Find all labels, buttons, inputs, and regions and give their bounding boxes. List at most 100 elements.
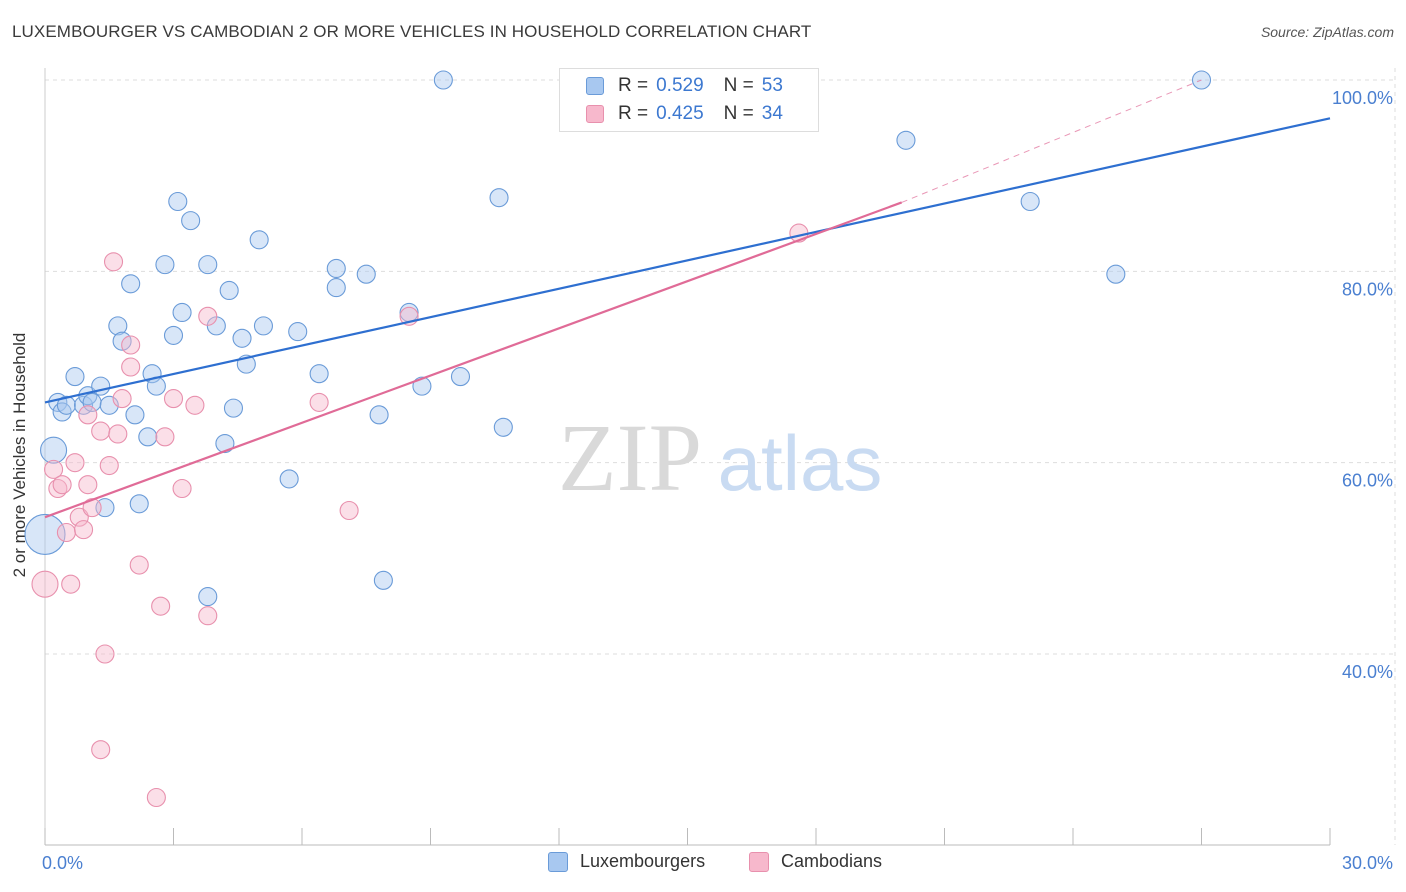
- legend-row-luxembourgers: R = 0.529 N = 53: [586, 73, 783, 99]
- luxembourger-point: [356, 264, 376, 284]
- cambodian-point: [163, 389, 184, 409]
- luxembourger-point: [249, 230, 269, 250]
- cambodian-point: [198, 606, 218, 626]
- cambodian-point: [56, 522, 76, 543]
- luxembourger-point: [219, 280, 239, 301]
- cambodian-point: [309, 392, 329, 412]
- cambodian-point: [82, 498, 102, 518]
- y-tick-label: 60.0%: [1342, 471, 1393, 491]
- cambodian-point: [78, 405, 98, 425]
- correlation-legend: R = 0.529 N = 53 R = 0.425 N = 34: [559, 68, 819, 132]
- cambodian-point: [339, 500, 359, 521]
- luxembourger-trend-line: [44, 117, 1331, 404]
- legend-r-value: 0.425: [656, 103, 704, 124]
- luxembourger-point: [215, 433, 235, 454]
- y-tick-label: 80.0%: [1342, 279, 1393, 299]
- luxembourger-point: [450, 367, 471, 387]
- series-label-luxembourgers: Luxembourgers: [580, 851, 706, 871]
- source-credit: Source: ZipAtlas.com: [1260, 24, 1394, 40]
- luxembourger-point: [181, 211, 201, 231]
- luxembourger-point: [373, 570, 393, 590]
- luxembourger-point: [232, 328, 252, 348]
- luxembourger-point: [129, 494, 149, 514]
- cambodian-trend-extension: [901, 79, 1202, 203]
- legend-n-value: 53: [761, 75, 783, 96]
- cambodian-point: [61, 574, 81, 594]
- cambodian-point: [121, 335, 141, 355]
- legend-swatch-luxembourgers: [586, 77, 604, 95]
- cambodian-point: [103, 252, 124, 272]
- luxembourger-point: [172, 302, 192, 323]
- cambodian-point: [155, 427, 175, 447]
- legend-n-label: N =: [723, 103, 754, 124]
- luxembourger-point: [309, 364, 329, 384]
- cambodian-point: [185, 395, 205, 415]
- luxembourger-point: [412, 376, 432, 396]
- luxembourger-point: [155, 255, 175, 275]
- cambodian-point: [99, 455, 119, 476]
- luxembourger-point: [198, 587, 218, 607]
- legend-r-value: 0.529: [656, 75, 704, 96]
- cambodian-point: [69, 507, 89, 527]
- cambodian-point: [121, 357, 141, 377]
- luxembourger-point: [138, 427, 158, 447]
- legend-n-label: N =: [723, 75, 754, 96]
- luxembourger-point: [489, 188, 509, 208]
- cambodian-point: [78, 475, 98, 495]
- series-swatch-cambodians: [749, 851, 769, 872]
- series-swatch-luxembourgers: [548, 851, 568, 872]
- legend-swatch-cambodians: [586, 105, 604, 123]
- luxembourger-point: [1020, 191, 1040, 212]
- cambodian-point: [91, 740, 111, 760]
- trend-layer: [44, 79, 1331, 519]
- luxembourger-point: [168, 191, 188, 212]
- cambodian-point: [91, 421, 111, 441]
- luxembourger-point: [108, 316, 128, 336]
- luxembourger-point: [896, 130, 916, 150]
- axis-layer: [44, 68, 1331, 846]
- watermark-atlas: atlas: [718, 419, 883, 507]
- luxembourger-point: [1106, 264, 1126, 284]
- series-legend: Luxembourgers Cambodians: [0, 851, 1406, 877]
- cambodian-point: [172, 478, 192, 499]
- cambodian-point: [108, 424, 128, 444]
- luxembourger-point: [24, 513, 66, 555]
- luxembourger-point: [198, 255, 218, 275]
- luxembourger-point: [493, 417, 513, 437]
- cambodian-point: [52, 475, 72, 495]
- cambodian-point: [44, 459, 64, 479]
- y-tick-label: 100.0%: [1332, 88, 1393, 108]
- luxembourger-point: [369, 405, 389, 425]
- luxembourger-point: [163, 325, 184, 345]
- cambodian-point: [74, 520, 94, 540]
- luxembourger-point: [326, 278, 346, 298]
- cambodian-point: [198, 306, 218, 326]
- luxembourger-point: [223, 398, 244, 418]
- tick-label-layer: 40.0% 60.0% 80.0% 100.0% 0.0% 30.0%: [42, 88, 1393, 873]
- watermark: ZIP atlas: [558, 404, 882, 511]
- luxembourger-point: [65, 367, 85, 387]
- luxembourger-point: [121, 274, 141, 294]
- x-tick-label: 0.0%: [42, 853, 83, 873]
- cambodian-point: [129, 555, 149, 575]
- watermark-zip: ZIP: [558, 404, 702, 511]
- cambodian-point: [95, 644, 115, 664]
- x-tick-label: 30.0%: [1342, 853, 1393, 873]
- luxembourger-point: [326, 258, 346, 279]
- series-legend-luxembourgers[interactable]: Luxembourgers: [548, 851, 705, 872]
- cambodian-point: [112, 389, 132, 409]
- cambodian-point: [31, 570, 59, 598]
- y-tick-label: 40.0%: [1342, 662, 1393, 682]
- series-legend-cambodians[interactable]: Cambodians: [749, 851, 882, 872]
- cambodian-trend-line: [44, 201, 903, 519]
- legend-row-cambodians: R = 0.425 N = 34: [586, 101, 783, 127]
- legend-r-label: R =: [618, 75, 649, 96]
- series-label-cambodians: Cambodians: [781, 851, 883, 871]
- luxembourger-point: [288, 322, 308, 342]
- cambodian-point: [146, 787, 166, 808]
- cambodian-point: [65, 453, 85, 473]
- luxembourger-point: [253, 316, 274, 336]
- luxembourger-point: [433, 70, 453, 90]
- luxembourger-point: [40, 436, 68, 464]
- luxembourger-point: [125, 405, 145, 425]
